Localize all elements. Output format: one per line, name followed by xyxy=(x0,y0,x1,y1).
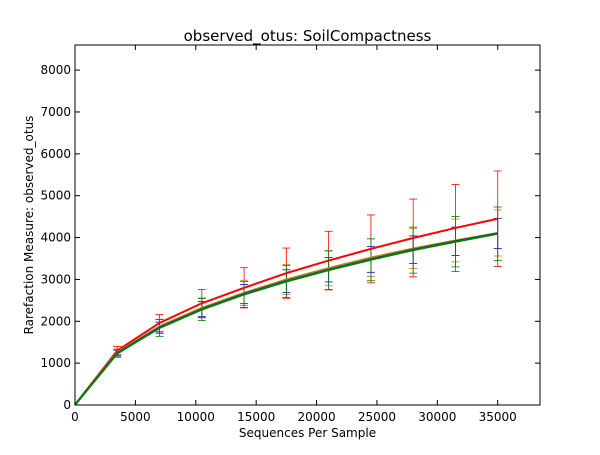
x-axis-label: Sequences Per Sample xyxy=(239,426,376,440)
chart-title: observed_otus: SoilCompactness xyxy=(184,27,432,46)
y-tick-label: 3000 xyxy=(40,272,71,286)
x-tick-label: 25000 xyxy=(358,410,396,424)
x-tick-label: 0 xyxy=(71,410,79,424)
y-axis-label: Rarefaction Measure: observed_otus xyxy=(22,116,36,335)
plot-area xyxy=(74,170,502,406)
y-tick-label: 0 xyxy=(63,398,71,412)
x-tick-label: 5000 xyxy=(120,410,151,424)
y-axis: 0 1000 2000 3000 4000 5000 6000 7000 8000 xyxy=(40,63,540,412)
series-0-line xyxy=(74,217,498,406)
y-tick-label: 4000 xyxy=(40,231,71,245)
x-tick-label: 35000 xyxy=(479,410,517,424)
y-tick-label: 1000 xyxy=(40,356,71,370)
x-tick-label: 10000 xyxy=(177,410,215,424)
x-tick-label: 20000 xyxy=(297,410,335,424)
series-3-line xyxy=(74,232,498,406)
x-axis: 0 5000 10000 15000 20000 25000 30000 35000 xyxy=(71,45,517,424)
x-tick-label: 15000 xyxy=(237,410,275,424)
y-tick-label: 8000 xyxy=(40,63,71,77)
y-tick-label: 7000 xyxy=(40,105,71,119)
x-tick-label: 30000 xyxy=(418,410,456,424)
plot-frame xyxy=(74,44,541,406)
y-tick-label: 5000 xyxy=(40,189,71,203)
y-tick-label: 2000 xyxy=(40,314,71,328)
y-tick-label: 6000 xyxy=(40,147,71,161)
